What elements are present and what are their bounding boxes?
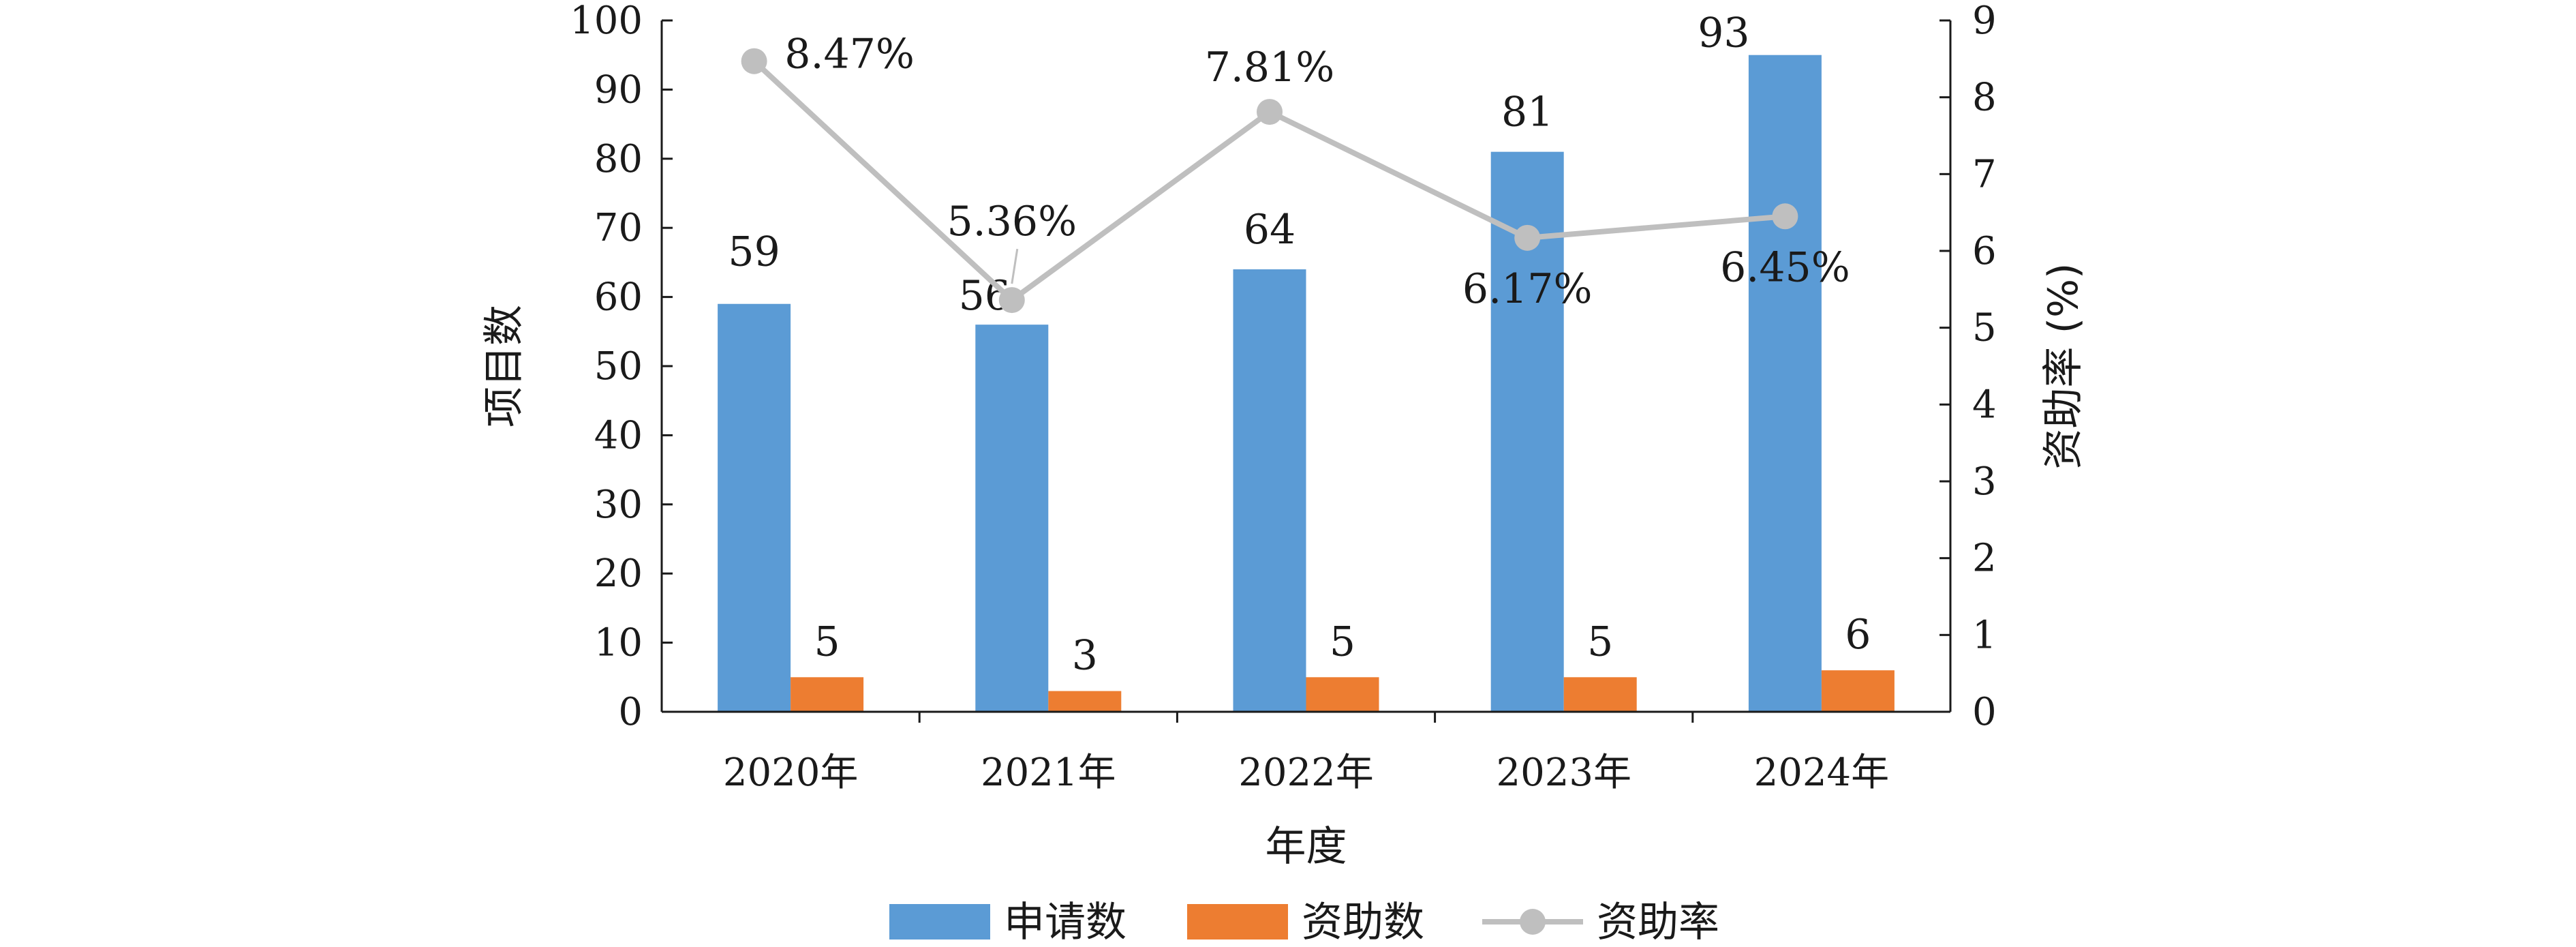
y-tick-label-right-2: 2 — [1972, 537, 1997, 581]
rate-label-1: 5.36% — [947, 198, 1077, 245]
y-tick-label-right-5: 5 — [1972, 306, 1997, 350]
y-axis-title-right: 资助率 (%) — [2040, 263, 2087, 470]
rate-point-4 — [1772, 203, 1798, 230]
legend-rate-swatch-marker — [1520, 909, 1546, 935]
bar-label-applications-4: 93 — [1698, 10, 1749, 57]
bar-applications-0 — [718, 303, 791, 712]
bar-funded-1 — [1048, 691, 1122, 712]
rate-point-2 — [1257, 99, 1283, 125]
rate-point-0 — [741, 48, 767, 74]
y-tick-label-right-3: 3 — [1972, 460, 1997, 504]
rate-label-2: 7.81% — [1205, 44, 1335, 91]
y-tick-label-left-7: 70 — [594, 206, 643, 250]
legend-applications-label: 申请数 — [1004, 899, 1126, 946]
y-axis-title-left: 项目数 — [480, 305, 528, 427]
rate-label-4: 6.45% — [1720, 243, 1850, 291]
bar-label-applications-0: 59 — [728, 228, 780, 276]
y-tick-label-right-9: 9 — [1972, 0, 1997, 43]
x-tick-label-3: 2023年 — [1496, 751, 1631, 795]
bar-label-applications-2: 64 — [1244, 206, 1295, 254]
bar-funded-0 — [791, 677, 864, 712]
y-tick-label-left-5: 50 — [594, 344, 643, 389]
bar-funded-4 — [1821, 670, 1895, 712]
y-tick-label-left-1: 10 — [594, 621, 643, 665]
legend-rate-label: 资助率 — [1597, 899, 1719, 946]
bar-funded-2 — [1306, 677, 1379, 712]
rate-line — [752, 59, 1785, 303]
legend-applications-swatch — [889, 904, 990, 940]
bar-label-funded-4: 6 — [1845, 611, 1871, 659]
bar-applications-4 — [1748, 55, 1822, 712]
y-tick-label-right-7: 7 — [1972, 152, 1997, 196]
x-tick-label-4: 2024年 — [1754, 751, 1890, 795]
y-tick-label-right-8: 8 — [1972, 76, 1997, 120]
rate-point-3 — [1514, 224, 1541, 251]
y-tick-label-right-6: 6 — [1972, 229, 1997, 273]
x-tick-label-1: 2021年 — [981, 751, 1116, 795]
y-tick-label-right-1: 1 — [1972, 613, 1997, 657]
rate-label-0: 8.47% — [784, 31, 915, 78]
y-tick-label-left-10: 100 — [570, 0, 643, 43]
y-tick-label-left-3: 30 — [594, 483, 643, 527]
bar-label-funded-0: 5 — [814, 618, 840, 665]
y-tick-label-right-0: 0 — [1972, 690, 1997, 734]
y-tick-label-left-4: 40 — [594, 413, 643, 457]
x-axis-title: 年度 — [1266, 823, 1347, 871]
y-tick-label-left-2: 20 — [594, 552, 643, 596]
y-tick-label-left-0: 0 — [618, 690, 643, 734]
rate-point-1 — [998, 287, 1025, 314]
legend-funded-label: 资助数 — [1302, 899, 1424, 946]
y-tick-label-left-9: 90 — [594, 67, 643, 112]
x-tick-label-2: 2022年 — [1238, 751, 1374, 795]
bar-funded-3 — [1563, 677, 1637, 712]
bar-label-applications-3: 81 — [1501, 89, 1553, 136]
rate-label-leader-1 — [1011, 248, 1019, 284]
rate-label-3: 6.17% — [1462, 265, 1593, 313]
y-tick-label-left-8: 80 — [594, 137, 643, 181]
bar-applications-1 — [975, 325, 1049, 712]
x-tick-label-0: 2020年 — [723, 751, 859, 795]
legend-funded-swatch — [1187, 904, 1288, 940]
y-tick-label-left-6: 60 — [594, 275, 643, 320]
y-tick-label-right-4: 4 — [1972, 382, 1997, 427]
bar-label-funded-1: 3 — [1072, 632, 1098, 680]
bar-applications-2 — [1233, 269, 1306, 712]
bar-label-funded-2: 5 — [1330, 618, 1355, 665]
bar-label-funded-3: 5 — [1587, 618, 1613, 665]
